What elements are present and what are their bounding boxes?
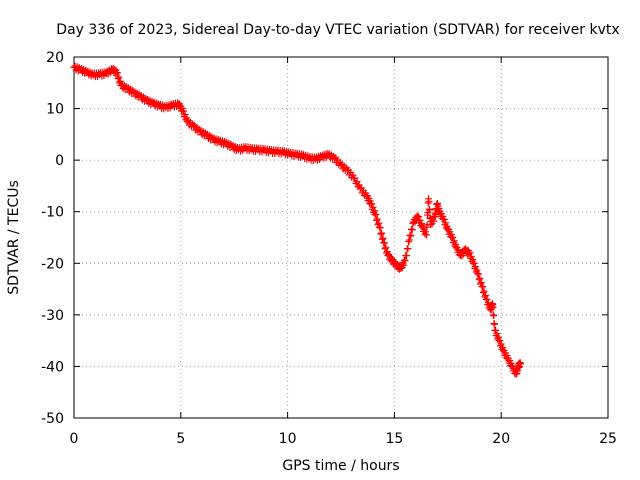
data-point xyxy=(368,200,376,208)
data-point xyxy=(496,337,504,345)
data-point xyxy=(489,303,497,311)
data-point xyxy=(331,155,339,163)
data-point xyxy=(413,212,421,220)
data-point xyxy=(401,257,409,265)
data-point xyxy=(430,217,438,225)
x-tick-label: 5 xyxy=(176,431,185,447)
data-point xyxy=(378,235,386,243)
data-point xyxy=(400,261,408,269)
x-tick-label: 15 xyxy=(385,431,403,447)
y-tick-label: -30 xyxy=(41,308,64,324)
data-point xyxy=(469,256,477,264)
data-point xyxy=(378,229,386,237)
data-point xyxy=(190,123,198,131)
x-axis-label: GPS time / hours xyxy=(282,458,399,474)
data-point xyxy=(376,224,384,232)
y-tick-label: -20 xyxy=(41,256,64,272)
y-tick-label: -50 xyxy=(41,411,64,427)
data-point xyxy=(483,295,491,303)
y-tick-label: 20 xyxy=(46,50,64,66)
data-point xyxy=(366,197,374,205)
data-point xyxy=(372,211,380,219)
data-point xyxy=(373,215,381,223)
tick-labels: 0 5 10 15 20 25 20 10 0 -10 -20 -30 -40 -50 xyxy=(41,50,617,447)
data-point xyxy=(479,283,487,291)
data-point xyxy=(113,69,121,77)
data-point xyxy=(417,220,425,228)
y-tick-label: -40 xyxy=(41,359,64,375)
data-point xyxy=(426,206,434,214)
chart-title: Day 336 of 2023, Sidereal Day-to-day VTE… xyxy=(56,22,619,38)
data-point xyxy=(383,248,391,256)
data-point xyxy=(337,161,345,169)
data-point xyxy=(404,245,412,253)
data-point xyxy=(439,212,447,220)
data-point xyxy=(422,231,430,239)
data-point xyxy=(480,287,488,295)
data-point xyxy=(379,234,387,242)
data-point xyxy=(377,230,385,238)
data-point xyxy=(422,228,430,236)
data-point xyxy=(443,222,451,230)
data-point xyxy=(467,252,475,260)
data-point xyxy=(407,225,415,233)
data-point xyxy=(476,274,484,282)
data-point xyxy=(403,252,411,260)
data-point xyxy=(406,231,414,239)
data-point xyxy=(442,219,450,227)
grid-lines xyxy=(74,57,608,418)
data-point xyxy=(473,266,481,274)
data-point xyxy=(466,249,474,257)
data-point xyxy=(482,291,490,299)
data-point xyxy=(425,197,433,205)
data-point xyxy=(447,230,455,238)
data-point xyxy=(369,203,377,211)
x-tick-label: 25 xyxy=(599,431,617,447)
data-point xyxy=(183,117,191,125)
y-axis-label: SDTVAR / TECUs xyxy=(6,180,22,295)
data-point xyxy=(440,215,448,223)
data-point xyxy=(449,233,457,241)
data-point xyxy=(180,107,188,115)
y-tick-label: 10 xyxy=(46,102,64,118)
data-point xyxy=(416,216,424,224)
data-point xyxy=(477,279,485,287)
data-point xyxy=(375,219,383,227)
plot-frame xyxy=(73,56,609,419)
data-point xyxy=(494,333,502,341)
x-tick-label: 0 xyxy=(70,431,79,447)
data-point xyxy=(490,312,498,320)
data-point xyxy=(499,343,507,351)
data-point xyxy=(382,243,390,251)
data-point xyxy=(181,111,189,119)
data-point xyxy=(415,213,423,221)
axis-ticks xyxy=(73,56,609,419)
data-point xyxy=(407,232,415,240)
data-point xyxy=(380,239,388,247)
data-point xyxy=(493,330,501,338)
y-tick-label: 0 xyxy=(55,153,64,169)
data-point xyxy=(450,237,458,245)
data-point xyxy=(490,320,498,328)
x-tick-label: 10 xyxy=(279,431,297,447)
data-point xyxy=(492,326,500,334)
data-points xyxy=(70,62,524,378)
data-point xyxy=(470,259,478,267)
y-tick-label: -10 xyxy=(41,205,64,221)
data-point xyxy=(497,340,505,348)
data-point xyxy=(405,238,413,246)
data-point xyxy=(458,252,466,260)
data-point xyxy=(115,73,123,81)
data-point xyxy=(452,240,460,248)
data-point xyxy=(375,223,383,231)
data-point xyxy=(472,263,480,271)
x-tick-label: 20 xyxy=(492,431,510,447)
data-point xyxy=(405,236,413,244)
data-point xyxy=(516,360,524,368)
data-point xyxy=(408,226,416,234)
data-point xyxy=(474,270,482,278)
data-point xyxy=(370,207,378,215)
